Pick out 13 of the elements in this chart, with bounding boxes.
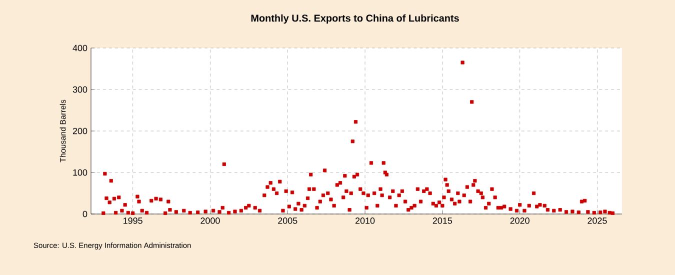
y-tick-label: 0 [82, 210, 88, 218]
y-tick-label: 400 [72, 44, 88, 52]
x-tick-label: 2025 [588, 218, 607, 224]
y-tick-label: 100 [73, 169, 88, 176]
x-tick-label: 2005 [278, 218, 298, 224]
y-tick-label: 300 [72, 86, 88, 93]
x-tick-label: 2000 [200, 218, 220, 224]
x-tick-label: 2020 [510, 218, 530, 224]
y-tick-label: 200 [72, 128, 88, 134]
chart-title: Monthly U.S. Exports to China of Lubricants [251, 14, 459, 24]
x-tick-label: 2015 [432, 218, 452, 224]
x-tick-label: 2010 [356, 218, 375, 224]
x-tick-label: 1995 [124, 218, 142, 224]
